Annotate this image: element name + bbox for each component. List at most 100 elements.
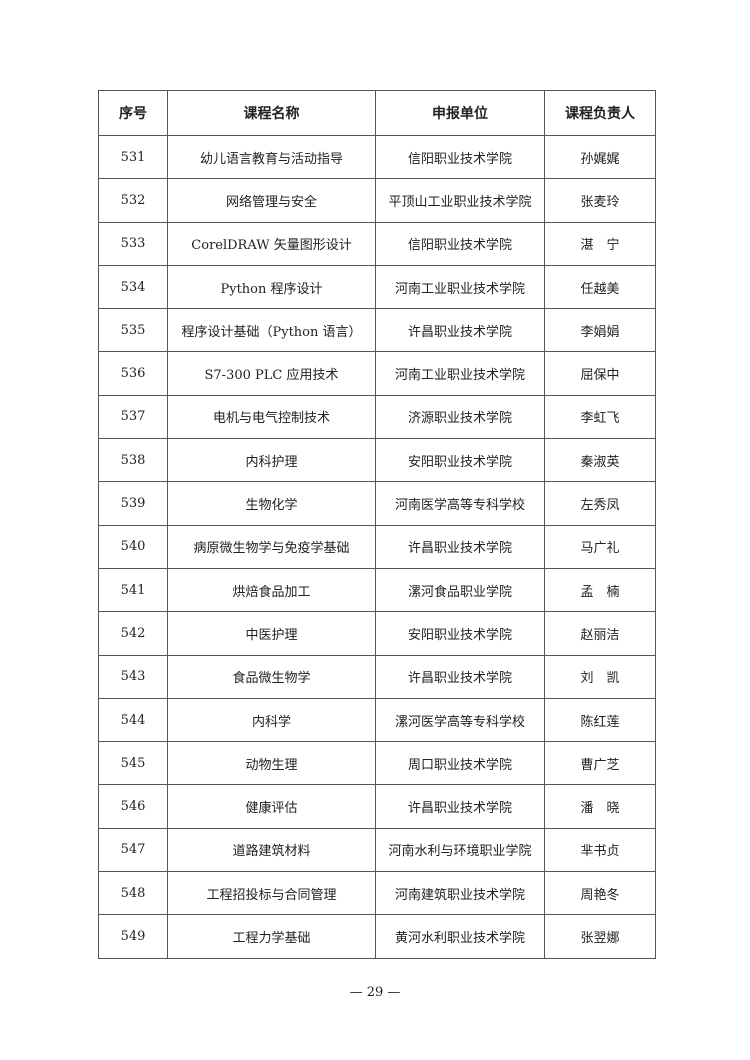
cell-owner: 李娟娟 <box>544 308 656 353</box>
cell-owner: 李虹飞 <box>544 394 656 440</box>
cell-owner: 秦淑英 <box>544 438 656 483</box>
table-row: 545 动物生理 周口职业技术学院 曹广芝 <box>98 741 656 786</box>
cell-course: 道路建筑材料 <box>167 827 376 873</box>
table-row: 540 病原微生物学与免疫学基础 许昌职业技术学院 马广礼 <box>98 524 656 569</box>
cell-course: 网络管理与安全 <box>167 178 376 223</box>
cell-unit: 河南水利与环境职业学院 <box>375 827 545 873</box>
cell-index: 547 <box>98 827 168 873</box>
cell-owner: 张翌娜 <box>544 914 656 959</box>
cell-unit: 信阳职业技术学院 <box>375 134 545 180</box>
table-row: 535 程序设计基础（Python 语言） 许昌职业技术学院 李娟娟 <box>98 308 656 353</box>
cell-owner: 周艳冬 <box>544 871 656 916</box>
cell-course: 中医护理 <box>167 611 376 656</box>
table-row: 548 工程招投标与合同管理 河南建筑职业技术学院 周艳冬 <box>98 871 656 916</box>
cell-owner: 左秀凤 <box>544 481 656 526</box>
table-row: 544 内科学 漯河医学高等专科学校 陈红莲 <box>98 697 656 743</box>
cell-owner: 刘 凯 <box>544 654 656 699</box>
cell-owner: 芈书贞 <box>544 827 656 873</box>
cell-course: 病原微生物学与免疫学基础 <box>167 524 376 569</box>
cell-unit: 信阳职业技术学院 <box>375 221 545 266</box>
cell-index: 533 <box>98 221 168 266</box>
header-course: 课程名称 <box>167 90 376 136</box>
cell-course: Python 程序设计 <box>167 264 376 310</box>
cell-owner: 张麦玲 <box>544 178 656 223</box>
cell-index: 537 <box>98 394 168 440</box>
cell-unit: 安阳职业技术学院 <box>375 438 545 483</box>
cell-unit: 平顶山工业职业技术学院 <box>375 178 545 223</box>
cell-course: 程序设计基础（Python 语言） <box>167 308 376 353</box>
cell-unit: 河南医学高等专科学校 <box>375 481 545 526</box>
cell-course: 电机与电气控制技术 <box>167 394 376 440</box>
cell-owner: 孙娓娓 <box>544 134 656 180</box>
cell-unit: 许昌职业技术学院 <box>375 654 545 699</box>
table-row: 541 烘焙食品加工 漯河食品职业学院孟 楠 <box>98 567 656 613</box>
cell-index: 532 <box>98 178 168 223</box>
cell-course: 健康评估 <box>167 784 376 829</box>
cell-course: 食品微生物学 <box>167 654 376 699</box>
cell-index: 534 <box>98 264 168 310</box>
cell-index: 539 <box>98 481 168 526</box>
table-row: 542 中医护理 安阳职业技术学院 赵丽洁 <box>98 611 656 656</box>
table-row: 534 Python 程序设计 河南工业职业技术学院 任越美 <box>98 264 656 310</box>
cell-unit: 黄河水利职业技术学院 <box>375 914 545 959</box>
cell-owner: 马广礼 <box>544 524 656 569</box>
table-header: 序号 课程名称 申报单位 课程负责人 <box>98 90 656 136</box>
cell-unit: 济源职业技术学院 <box>375 394 545 440</box>
cell-owner: 湛 宁 <box>544 221 656 266</box>
table-row: 549 工程力学基础 黄河水利职业技术学院 张翌娜 <box>98 914 656 959</box>
cell-index: 535 <box>98 308 168 353</box>
table-row: 536 S7-300 PLC 应用技术 河南工业职业技术学院 屈保中 <box>98 351 656 396</box>
table-row: 538 内科护理 安阳职业技术学院 秦淑英 <box>98 438 656 483</box>
cell-unit: 许昌职业技术学院 <box>375 308 545 353</box>
header-unit: 申报单位 <box>375 90 545 136</box>
cell-index: 531 <box>98 134 168 180</box>
cell-course: 幼儿语言教育与活动指导 <box>167 134 376 180</box>
cell-index: 538 <box>98 438 168 483</box>
cell-course: 生物化学 <box>167 481 376 526</box>
cell-index: 545 <box>98 741 168 786</box>
cell-index: 546 <box>98 784 168 829</box>
cell-unit: 安阳职业技术学院 <box>375 611 545 656</box>
cell-owner: 孟 楠 <box>544 567 656 613</box>
cell-index: 536 <box>98 351 168 396</box>
cell-unit: 漯河医学高等专科学校 <box>375 697 545 743</box>
table-row: 537 电机与电气控制技术 济源职业技术学院 李虹飞 <box>98 394 656 440</box>
cell-index: 541 <box>98 567 168 613</box>
cell-owner: 陈红莲 <box>544 697 656 743</box>
cell-course: 内科学 <box>167 697 376 743</box>
cell-course: 工程招投标与合同管理 <box>167 871 376 916</box>
cell-course: S7-300 PLC 应用技术 <box>167 351 376 396</box>
cell-owner: 屈保中 <box>544 351 656 396</box>
header-owner: 课程负责人 <box>544 90 656 136</box>
table-row: 531 幼儿语言教育与活动指导 信阳职业技术学院 孙娓娓 <box>98 134 656 180</box>
table-row: 543 食品微生物学 许昌职业技术学院刘 凯 <box>98 654 656 699</box>
cell-index: 544 <box>98 697 168 743</box>
cell-unit: 河南建筑职业技术学院 <box>375 871 545 916</box>
cell-course: CorelDRAW 矢量图形设计 <box>167 221 376 266</box>
cell-unit: 河南工业职业技术学院 <box>375 351 545 396</box>
cell-course: 烘焙食品加工 <box>167 567 376 613</box>
table-row: 532 网络管理与安全 平顶山工业职业技术学院 张麦玲 <box>98 178 656 223</box>
cell-unit: 漯河食品职业学院 <box>375 567 545 613</box>
cell-owner: 曹广芝 <box>544 741 656 786</box>
header-index: 序号 <box>98 90 168 136</box>
cell-index: 549 <box>98 914 168 959</box>
table-row: 547 道路建筑材料 河南水利与环境职业学院 芈书贞 <box>98 827 656 873</box>
cell-course: 动物生理 <box>167 741 376 786</box>
cell-course: 内科护理 <box>167 438 376 483</box>
cell-unit: 周口职业技术学院 <box>375 741 545 786</box>
table-row: 533 CorelDRAW 矢量图形设计 信阳职业技术学院湛 宁 <box>98 221 656 266</box>
cell-course: 工程力学基础 <box>167 914 376 959</box>
table-row: 539 生物化学 河南医学高等专科学校 左秀凤 <box>98 481 656 526</box>
cell-unit: 许昌职业技术学院 <box>375 524 545 569</box>
cell-unit: 河南工业职业技术学院 <box>375 264 545 310</box>
cell-index: 540 <box>98 524 168 569</box>
cell-unit: 许昌职业技术学院 <box>375 784 545 829</box>
table-row: 546 健康评估 许昌职业技术学院潘 晓 <box>98 784 656 829</box>
cell-index: 548 <box>98 871 168 916</box>
page-number: — 29 — <box>349 985 401 1000</box>
cell-owner: 任越美 <box>544 264 656 310</box>
cell-index: 542 <box>98 611 168 656</box>
cell-index: 543 <box>98 654 168 699</box>
cell-owner: 潘 晓 <box>544 784 656 829</box>
